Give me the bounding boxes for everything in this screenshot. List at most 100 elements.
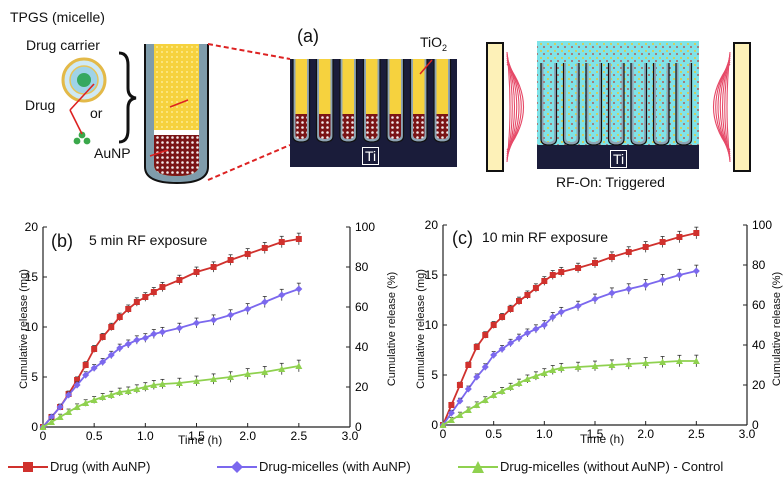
- data-point: [142, 294, 149, 300]
- series-square: [440, 226, 700, 428]
- data-point: [515, 379, 523, 386]
- data-point: [116, 388, 124, 395]
- data-point: [210, 316, 218, 324]
- data-point: [74, 377, 81, 383]
- data-point: [532, 372, 540, 379]
- chart-c-panel-label: (c): [452, 228, 473, 248]
- data-point: [150, 330, 158, 338]
- nanotube-fill: [588, 63, 599, 142]
- data-point: [592, 260, 598, 266]
- data-point: [464, 406, 472, 413]
- data-point: [107, 351, 115, 359]
- aunp-layer: [366, 114, 378, 139]
- ti-label: Ti: [362, 147, 380, 165]
- x-tick-label: 2.5: [688, 427, 705, 441]
- x-tick-label: 1.0: [137, 429, 154, 443]
- chart-c-ylabel: Cumulative release (mg): [415, 269, 427, 389]
- data-point: [73, 403, 81, 410]
- data-point: [244, 251, 251, 257]
- rf-wave: [506, 63, 524, 151]
- rf-wave: [506, 55, 515, 159]
- data-point: [47, 418, 55, 425]
- chart-b-panel-label: (b): [51, 231, 73, 251]
- series-diamond: [439, 264, 700, 429]
- drug-layer: [436, 59, 448, 114]
- data-point: [116, 344, 124, 352]
- data-point: [625, 285, 633, 293]
- legend-item-drug: Drug (with AuNP): [6, 459, 150, 474]
- aunp-layer: [295, 114, 307, 139]
- data-point: [57, 404, 64, 410]
- data-point: [39, 423, 47, 431]
- data-point: [659, 276, 667, 284]
- aunp-layer: [319, 114, 331, 139]
- drug-layer: [319, 59, 331, 114]
- rf-on-label: RF-On: Triggered: [556, 174, 665, 190]
- rf-coil-right: [733, 42, 751, 172]
- chart-c-xlabel: Time (h): [580, 432, 625, 446]
- data-point: [465, 362, 472, 368]
- data-point: [642, 281, 650, 289]
- data-point: [175, 379, 183, 386]
- rf-coil-left: [486, 42, 504, 172]
- data-point: [124, 340, 132, 348]
- x-tick-label: 1.0: [536, 427, 553, 441]
- data-point: [456, 411, 464, 418]
- data-point: [456, 382, 463, 388]
- data-point: [116, 314, 123, 320]
- x-tick-label: 0: [440, 427, 447, 441]
- series-line: [442, 232, 697, 426]
- nanotube-fill: [611, 63, 622, 142]
- data-point: [158, 380, 166, 387]
- data-point: [675, 357, 683, 364]
- data-point: [498, 387, 506, 394]
- y-right-tick-label: 60: [752, 298, 766, 312]
- rf-waves: [506, 51, 731, 163]
- y-right-tick-label: 100: [355, 220, 375, 234]
- y-right-tick-label: 40: [355, 340, 369, 354]
- data-point: [490, 351, 498, 359]
- y-tick-label: 0: [431, 418, 438, 432]
- data-point: [575, 265, 582, 271]
- data-point: [676, 234, 683, 240]
- data-point: [439, 421, 447, 429]
- data-point: [278, 239, 285, 245]
- series-triangle: [39, 359, 303, 430]
- data-point: [490, 322, 497, 328]
- nanotube-fill: [656, 63, 667, 142]
- panel-a-label: (a): [297, 26, 319, 46]
- data-point: [175, 324, 183, 332]
- data-point: [82, 362, 89, 368]
- data-point: [56, 413, 64, 420]
- data-point: [608, 361, 616, 368]
- data-point: [227, 373, 235, 380]
- data-point: [278, 365, 286, 372]
- x-tick-label: 3.0: [739, 427, 756, 441]
- drug-layer: [295, 59, 307, 114]
- or-label: or: [90, 105, 103, 121]
- data-point: [278, 291, 286, 299]
- legend-label-drug: Drug (with AuNP): [50, 459, 151, 474]
- data-point: [133, 385, 141, 392]
- data-point: [464, 385, 472, 393]
- data-point: [642, 359, 650, 366]
- data-point: [440, 422, 446, 428]
- data-point: [549, 313, 557, 321]
- data-point: [532, 325, 540, 333]
- data-point: [574, 363, 582, 370]
- data-point: [558, 269, 565, 275]
- chart-c-ylabel-right: Cumulative release (%): [771, 271, 783, 387]
- aunp-layer: [342, 114, 354, 139]
- data-point: [482, 332, 489, 338]
- data-point: [693, 230, 700, 236]
- data-point: [692, 267, 700, 275]
- y-right-tick-label: 0: [752, 418, 759, 432]
- series-line: [42, 288, 300, 428]
- data-point: [549, 272, 556, 278]
- data-point: [625, 360, 633, 367]
- data-point: [481, 396, 489, 403]
- data-point: [574, 302, 582, 310]
- data-point: [90, 364, 98, 372]
